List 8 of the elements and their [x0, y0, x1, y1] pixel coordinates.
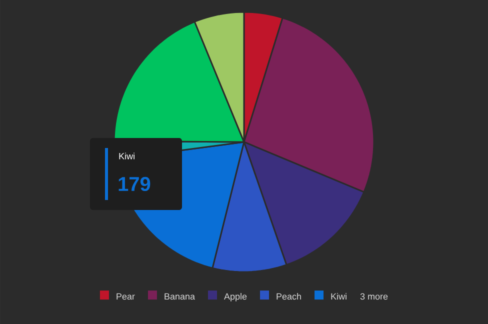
- text: 179: [118, 176, 150, 192]
- text: Kiwi: [119, 152, 134, 160]
- legend-label: Peach: [276, 293, 301, 300]
- text: 3 more: [360, 293, 388, 300]
- legend-label: Banana: [164, 293, 195, 300]
- legend-label: Pear: [116, 293, 135, 300]
- legend-label: Apple: [224, 293, 247, 302]
- legend-label: Kiwi: [331, 293, 346, 300]
